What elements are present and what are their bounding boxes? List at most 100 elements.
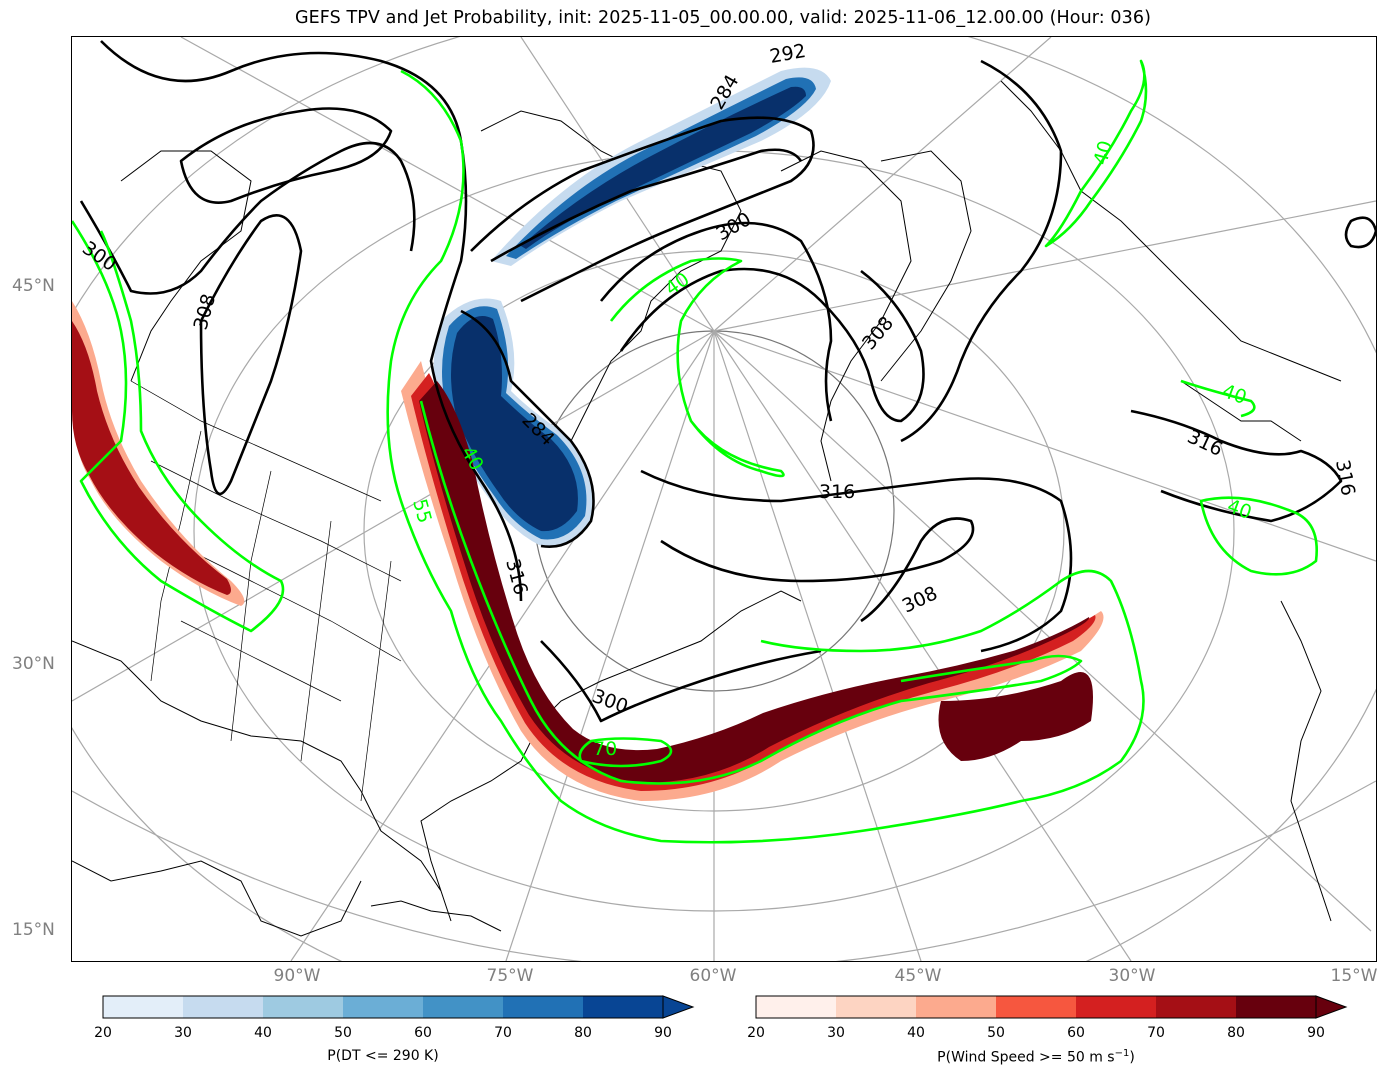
theta-label: 316	[1331, 458, 1359, 498]
theta-contour-316-center	[640, 469, 1073, 653]
theta-contour-284-north	[490, 148, 803, 263]
colorbar-tick-label: 20	[747, 1025, 765, 1041]
meridian-45w	[713, 330, 922, 961]
theta-contour-308-center	[619, 267, 925, 423]
theta-contour-300-west	[79, 141, 416, 295]
tpv-west-core	[451, 316, 578, 532]
colorbar-swatch	[1236, 996, 1317, 1018]
colorbar-tick-label: 40	[254, 1025, 272, 1041]
map-panel: 300 308 292 284 300 316 308 316 308 316 …	[71, 36, 1377, 962]
jet-contour-40-east-small	[1180, 379, 1256, 418]
theta-label: 300	[713, 208, 755, 245]
colorbar-swatch	[583, 996, 664, 1018]
meridian-105w	[72, 330, 715, 702]
jet-label: 40	[1219, 380, 1249, 409]
colorbar-swatch	[1076, 996, 1157, 1018]
jet-label: 70	[593, 738, 617, 760]
lat-label-15n: 15°N	[12, 920, 55, 940]
theta-contour-316-far-east	[1130, 409, 1343, 523]
colorbar-tick-label: 70	[494, 1025, 512, 1041]
meridian-15e	[713, 200, 1376, 332]
theta-contour-316-east	[900, 59, 1063, 443]
meridian-30e	[713, 37, 1052, 332]
colorbar-swatch	[103, 996, 184, 1018]
jet-label: 55	[408, 497, 436, 526]
greenland-west	[780, 150, 912, 482]
meridian-0	[713, 330, 1376, 562]
theta-contour-closed-east	[1344, 216, 1376, 249]
jet-contour-40-northeast	[1044, 59, 1148, 248]
colorbar-tick-label: 50	[987, 1025, 1005, 1041]
cuba	[370, 900, 502, 932]
west-coast	[120, 150, 252, 382]
colorbar-wind-label-prefix: P(Wind Speed >= 50 m s	[937, 1049, 1115, 1066]
colorbar-swatch	[263, 996, 344, 1018]
lon-label-30w: 30°W	[1108, 966, 1156, 986]
africa-coast	[1280, 600, 1332, 922]
theta-contour-308-south	[660, 517, 975, 623]
lon-label-90w: 90°W	[273, 966, 321, 986]
jet-main-mid	[411, 373, 1096, 791]
jet-contour-70	[578, 737, 673, 768]
jet-contour-40-center	[609, 257, 785, 478]
colorbar-wind-label-suffix: )	[1129, 1049, 1135, 1066]
lon-label-60w: 60°W	[689, 966, 737, 986]
jet-contour-55	[419, 400, 1083, 785]
lat-label-45n: 45°N	[12, 276, 55, 296]
colorbar-tick-label: 40	[907, 1025, 925, 1041]
theta-label: 316	[819, 481, 855, 503]
colorbar-tick-label: 20	[94, 1025, 112, 1041]
theta-contour-316	[100, 40, 523, 602]
jet-contour-40-west	[72, 220, 285, 633]
colorbar-swatch	[343, 996, 424, 1018]
theta-label: 316	[1184, 426, 1226, 461]
jet-probability-fills	[72, 301, 1104, 801]
theta-contour-300-south	[540, 640, 822, 723]
colorbar-swatch	[836, 996, 917, 1018]
theta-label: 308	[858, 312, 898, 354]
theta-contours	[79, 40, 1376, 723]
europe-coast	[1000, 80, 1342, 382]
theta-contour-284-west	[460, 309, 595, 549]
jet-contour-40-far-east	[1199, 496, 1318, 576]
jet-contours	[72, 59, 1318, 844]
colorbar-swatch	[1156, 996, 1237, 1018]
colorbar-tick-label: 90	[1307, 1025, 1325, 1041]
colorbar-tick-label: 30	[174, 1025, 192, 1041]
theta-label: 308	[899, 582, 941, 617]
colorbar-tick-label: 80	[574, 1025, 592, 1041]
colorbar-tick-label: 30	[827, 1025, 845, 1041]
colorbar-wind	[755, 995, 1348, 1019]
jet-main-core	[419, 381, 1090, 783]
iberia	[1180, 380, 1302, 442]
theta-label: 316	[501, 557, 532, 598]
theta-contour-closed-1	[179, 107, 393, 204]
theta-contour-308-west	[199, 214, 303, 495]
colorbar-swatch	[183, 996, 264, 1018]
theta-contour-300-center	[599, 221, 833, 422]
colorbar-tick-label: 70	[1147, 1025, 1165, 1041]
theta-label: 308	[190, 292, 221, 333]
lon-label-45w: 45°W	[894, 966, 942, 986]
colorbar-tick-label: 80	[1227, 1025, 1245, 1041]
jet-contour-40-main	[386, 69, 1145, 844]
meridian-75w	[505, 330, 715, 961]
colorbar-dt-label: P(DT <= 290 K)	[327, 1048, 439, 1064]
jet-exit-region	[938, 672, 1093, 761]
lon-label-75w: 75°W	[486, 966, 534, 986]
colorbar-tick-label: 90	[654, 1025, 672, 1041]
colorbar-wind-swatches	[755, 995, 1348, 1019]
colorbar-swatch	[916, 996, 997, 1018]
colorbar-tick-label: 60	[1067, 1025, 1085, 1041]
colorbar-dt-swatches	[102, 995, 695, 1019]
figure-title: GEFS TPV and Jet Probability, init: 2025…	[294, 8, 1152, 28]
us-coast	[72, 590, 802, 922]
colorbar-swatch	[423, 996, 504, 1018]
greenland-east	[880, 150, 972, 382]
colorbar-swatch	[503, 996, 584, 1018]
parallel-low	[72, 780, 1376, 961]
colorbar-tick-label: 60	[414, 1025, 432, 1041]
colorbar-swatch	[756, 996, 837, 1018]
colorbar-dt	[102, 995, 695, 1019]
colorbar-wind-label: P(Wind Speed >= 50 m s−1)	[756, 1048, 1316, 1066]
